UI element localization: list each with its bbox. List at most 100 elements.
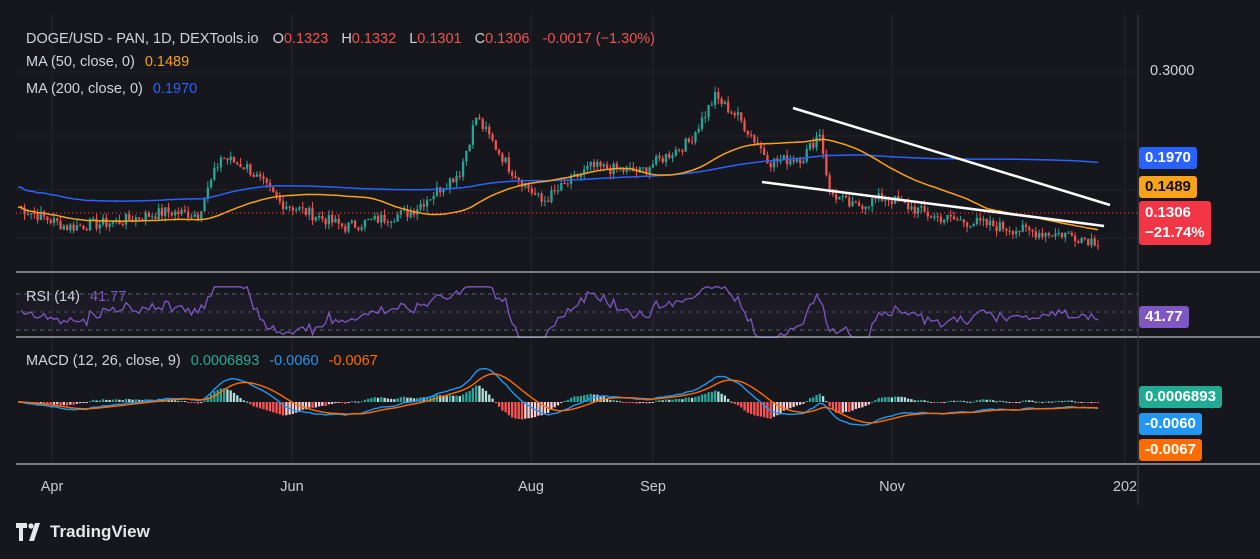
macd-histogram-bar — [619, 401, 622, 403]
candle-body — [1077, 241, 1080, 243]
macd-histogram-bar — [962, 400, 965, 402]
macd-histogram-bar — [736, 402, 740, 406]
low-value: 0.1301 — [417, 31, 462, 47]
macd-pane[interactable] — [17, 367, 1100, 426]
macd-histogram-bar — [982, 399, 985, 402]
macd-histogram-bar — [491, 398, 494, 402]
candle-body — [720, 98, 723, 104]
candle-body — [353, 220, 357, 228]
macd-histogram-bar — [893, 396, 897, 402]
macd-histogram-bar — [913, 400, 916, 402]
macd-histogram-bar — [759, 402, 763, 417]
price-pane[interactable] — [16, 86, 1138, 250]
rsi-pane[interactable] — [16, 285, 1138, 338]
macd-histogram-bar — [475, 385, 478, 402]
candle-body — [478, 117, 481, 120]
candle-body — [252, 174, 255, 177]
rsi-legend-value: 41.77 — [90, 289, 127, 305]
macd-histogram-bar — [1077, 402, 1080, 403]
macd-histogram-bar — [46, 402, 49, 405]
candle-body — [867, 206, 871, 208]
macd-histogram-bar — [884, 397, 887, 402]
candle-body — [461, 161, 465, 177]
macd-histogram-bar — [301, 402, 304, 410]
candle-body — [281, 201, 285, 209]
macd-histogram-bar — [380, 397, 383, 402]
macd-histogram-bar — [1037, 401, 1041, 403]
macd-legend-hist: 0.0006893 — [190, 353, 260, 369]
macd-histogram-bar — [599, 395, 602, 402]
candle-body — [285, 206, 288, 209]
macd-legend-label: MACD (12, 26, close, 9) — [26, 353, 181, 369]
candle-body — [540, 193, 543, 202]
macd-histogram-bar — [363, 399, 367, 402]
candle-body — [134, 217, 137, 222]
macd-histogram-bar — [926, 401, 929, 403]
candle-body — [412, 212, 416, 215]
candle-body — [141, 219, 144, 221]
macd-histogram-bar — [851, 402, 854, 411]
macd-histogram-bar — [134, 399, 137, 402]
candle-body — [216, 167, 219, 169]
macd-histogram-bar — [838, 402, 841, 414]
ma200-legend: MA (200, close, 0) 0.1970 — [26, 80, 197, 98]
macd-histogram-bar — [658, 399, 661, 402]
close-label: C — [474, 31, 486, 47]
candle-body — [1051, 235, 1054, 237]
candle-body — [488, 126, 491, 135]
candle-body — [59, 221, 62, 230]
macd-histogram-bar — [317, 402, 321, 407]
macd-histogram-bar — [511, 402, 514, 418]
candle-body — [514, 175, 517, 178]
candle-body — [373, 215, 376, 220]
candle-body — [33, 213, 36, 215]
macd-histogram-bar — [353, 401, 357, 403]
candle-body — [563, 183, 566, 185]
candle-body — [82, 225, 85, 230]
candle-body — [674, 149, 677, 156]
macd-histogram-bar — [1067, 400, 1070, 402]
macd-histogram-bar — [655, 400, 658, 402]
candle-body — [229, 156, 232, 161]
candle-body — [713, 92, 717, 105]
macd-histogram-bar — [992, 400, 995, 402]
macd-histogram-bar — [347, 402, 350, 403]
macd-histogram-bar — [337, 402, 340, 403]
macd-histogram-bar — [1034, 401, 1037, 403]
macd-histogram-bar — [249, 402, 252, 405]
candle-body — [278, 196, 281, 202]
macd-histogram-bar — [677, 398, 681, 402]
macd-histogram-bar — [818, 393, 821, 402]
candle-body — [128, 214, 131, 220]
macd-histogram-bar — [635, 402, 638, 404]
macd-histogram-bar — [854, 402, 857, 410]
macd-histogram-bar — [383, 397, 386, 402]
candle-body — [203, 198, 206, 212]
macd-histogram-bar — [782, 402, 785, 411]
macd-histogram-bar — [772, 402, 776, 417]
macd-histogram-bar — [465, 392, 468, 402]
macd-histogram-bar — [1051, 401, 1054, 403]
macd-histogram-bar — [203, 400, 206, 402]
candle-body — [383, 214, 386, 222]
candle-body — [468, 144, 471, 152]
macd-histogram-bar — [1031, 400, 1034, 402]
candle-body — [936, 216, 939, 218]
header-legend: DOGE/USD - PAN, 1D, DEXTools.io O0.1323 … — [26, 30, 655, 48]
candle-body — [219, 157, 223, 168]
macd-histogram-bar — [720, 393, 723, 402]
candle-body — [943, 219, 946, 223]
candle-body — [170, 212, 173, 216]
tradingview-logo[interactable]: TradingView — [16, 522, 150, 542]
macd-histogram-bar — [304, 402, 308, 410]
macd-histogram-bar — [321, 402, 324, 406]
candle-body — [1028, 227, 1031, 231]
macd-histogram-bar — [795, 402, 799, 406]
candle-body — [69, 224, 72, 231]
macd-histogram-bar — [691, 397, 694, 402]
wedge-upper-trendline — [792, 106, 1111, 207]
macd-histogram-bar — [612, 399, 615, 402]
candle-body — [72, 224, 75, 231]
macd-histogram-bar — [1005, 401, 1008, 403]
